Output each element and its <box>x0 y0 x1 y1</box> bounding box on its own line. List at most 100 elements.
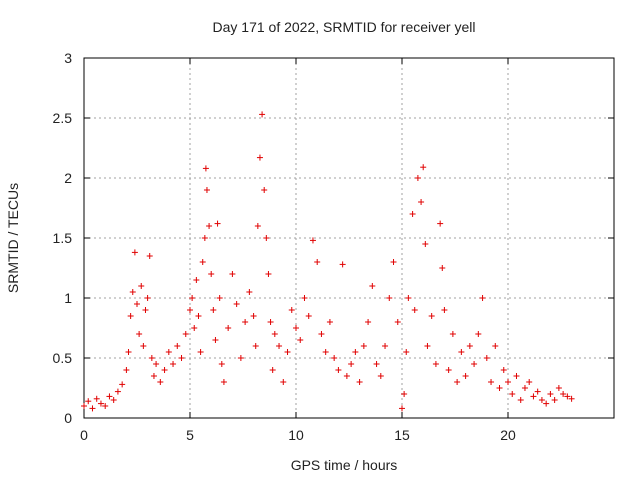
data-point <box>216 295 223 301</box>
data-point <box>517 397 524 403</box>
data-point <box>466 343 473 349</box>
data-point <box>138 283 145 289</box>
data-point <box>161 367 168 373</box>
data-point <box>267 319 274 325</box>
data-point <box>505 379 511 385</box>
data-point <box>335 367 342 373</box>
data-point <box>252 343 259 349</box>
data-point <box>233 301 240 307</box>
data-point <box>538 397 545 403</box>
data-point <box>305 313 312 319</box>
data-point <box>123 367 130 373</box>
data-point <box>276 343 283 349</box>
data-point <box>471 361 478 367</box>
data-point <box>318 331 325 337</box>
data-point <box>462 373 469 379</box>
data-point <box>475 331 482 337</box>
data-point <box>153 361 160 367</box>
data-point <box>208 271 215 277</box>
data-point <box>424 343 431 349</box>
data-point <box>454 379 461 385</box>
data-point <box>356 379 363 385</box>
data-point <box>206 223 213 229</box>
data-point <box>237 355 244 361</box>
data-point <box>144 295 151 301</box>
data-point <box>210 307 217 313</box>
x-tick-label: 5 <box>186 427 194 443</box>
data-point <box>212 337 219 343</box>
data-point <box>242 319 249 325</box>
y-axis-label: SRMTID / TECUs <box>5 183 21 293</box>
data-point <box>352 349 359 355</box>
y-tick-label: 0.5 <box>53 350 73 366</box>
data-point <box>496 385 503 391</box>
data-point <box>89 405 96 412</box>
data-point <box>119 381 126 388</box>
data-point <box>401 391 408 397</box>
data-point <box>93 395 100 402</box>
data-point <box>513 373 520 379</box>
x-axis-label: GPS time / hours <box>291 457 398 473</box>
data-point <box>386 295 393 301</box>
data-point <box>134 301 140 307</box>
x-tick-label: 0 <box>80 427 88 443</box>
data-point <box>106 393 113 400</box>
data-point <box>488 379 495 385</box>
data-point <box>439 265 446 271</box>
data-point <box>97 400 104 407</box>
data-point <box>418 199 425 205</box>
data-point <box>369 283 376 289</box>
x-tick-label: 15 <box>394 427 410 443</box>
data-point <box>203 187 210 193</box>
data-point <box>125 349 132 355</box>
data-point <box>437 220 444 227</box>
data-point <box>81 403 87 409</box>
data-point <box>265 271 272 277</box>
data-point <box>348 361 355 367</box>
data-point <box>373 361 380 367</box>
data-point <box>157 379 164 385</box>
data-point <box>449 331 456 337</box>
data-point <box>322 349 329 355</box>
data-point <box>189 295 196 301</box>
data-point <box>428 313 435 319</box>
data-point <box>146 253 153 259</box>
data-point <box>201 235 208 241</box>
data-point <box>261 187 268 193</box>
data-point <box>534 388 541 395</box>
y-tick-label: 2 <box>64 170 72 186</box>
data-point <box>403 349 410 355</box>
data-point <box>229 271 236 277</box>
data-point <box>422 241 429 247</box>
data-point <box>140 343 147 349</box>
data-point <box>297 337 304 343</box>
data-point <box>314 259 321 265</box>
data-point <box>142 307 149 313</box>
data-point <box>543 400 550 407</box>
data-point <box>405 295 412 301</box>
data-point <box>136 331 143 337</box>
data-point <box>560 391 567 397</box>
data-point <box>343 373 350 379</box>
data-point <box>492 343 499 349</box>
data-point <box>178 355 185 361</box>
data-point <box>420 164 427 171</box>
data-point <box>441 307 448 313</box>
data-point <box>170 361 177 367</box>
data-point <box>309 237 316 244</box>
data-point <box>220 379 227 385</box>
data-point <box>331 355 338 361</box>
grid-layer <box>84 58 614 418</box>
data-point <box>411 307 418 313</box>
data-point <box>102 403 109 409</box>
data-point <box>551 397 558 403</box>
data-point <box>193 277 200 283</box>
data-point <box>199 259 206 265</box>
data-point <box>445 367 452 373</box>
y-tick-label: 2.5 <box>53 110 73 126</box>
y-tick-label: 0 <box>64 410 72 426</box>
data-point <box>399 405 405 412</box>
data-point <box>259 111 266 118</box>
data-point <box>218 361 225 367</box>
